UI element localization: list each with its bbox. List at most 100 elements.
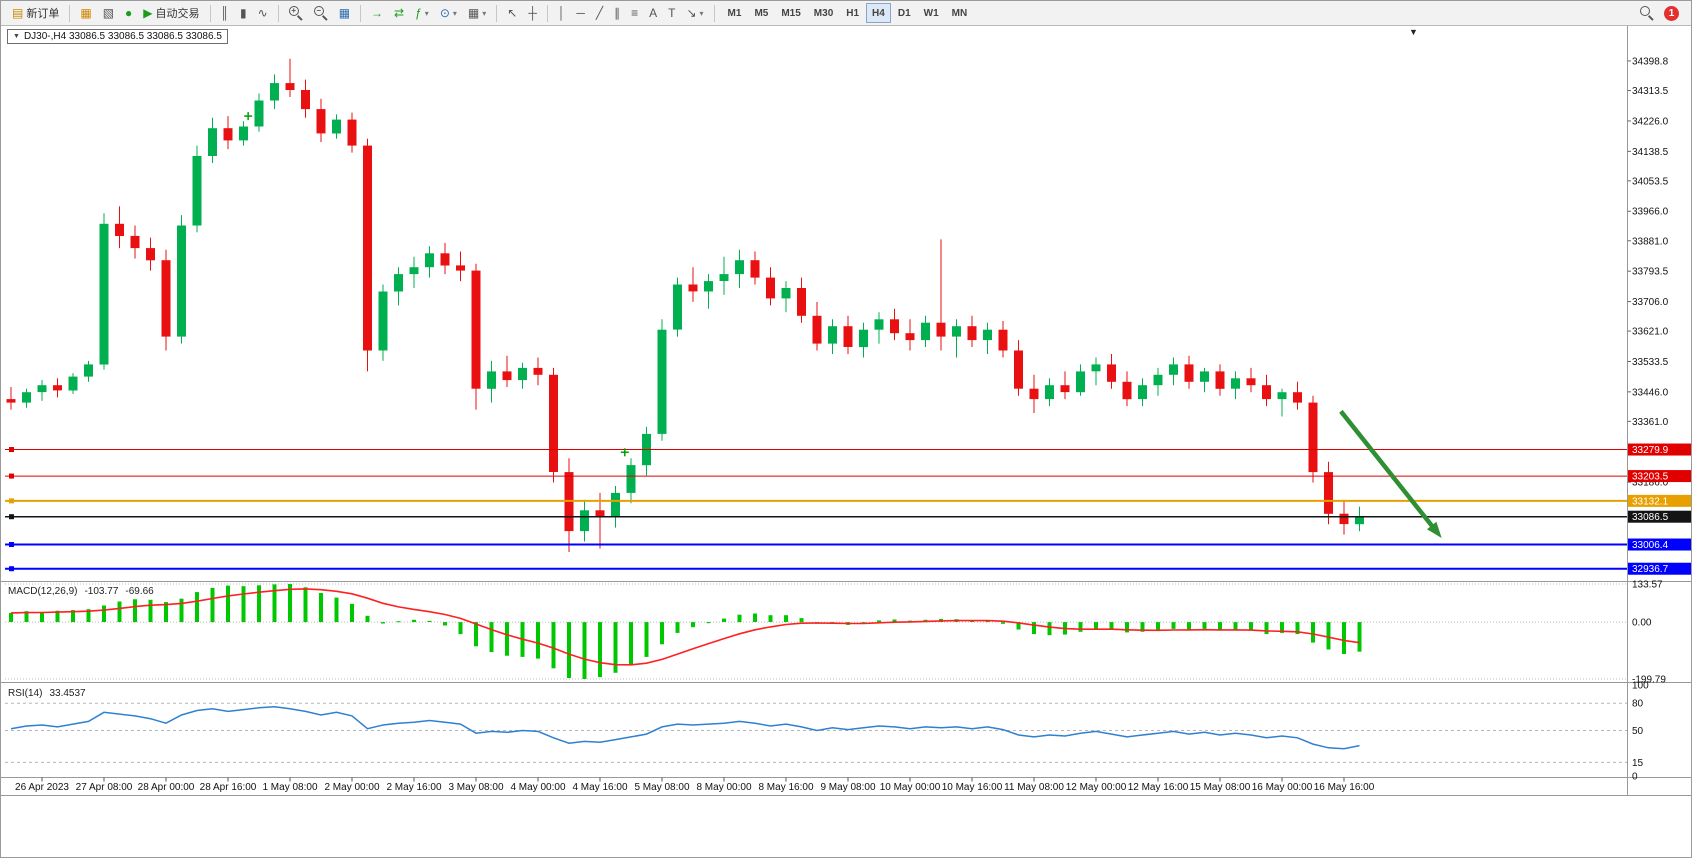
macd-bar xyxy=(133,599,137,623)
macd-bar xyxy=(148,599,153,622)
candle-body xyxy=(471,270,481,389)
chart-dropdown-icon[interactable]: ▼ xyxy=(13,33,20,40)
auto-scroll-button[interactable]: → xyxy=(366,3,388,23)
macd-bar xyxy=(9,612,13,622)
crosshair-button[interactable]: ┼ xyxy=(523,3,542,23)
chart-title-tab[interactable]: ▼ DJ30-,H4 33086.5 33086.5 33086.5 33086… xyxy=(7,29,228,44)
svg-text:15 May 08:00: 15 May 08:00 xyxy=(1190,782,1251,793)
candle-body xyxy=(68,376,78,391)
cursor-button[interactable]: ↖ xyxy=(502,3,522,23)
svg-text:26 Apr 2023: 26 Apr 2023 xyxy=(15,782,69,793)
new-order-button[interactable]: ▤ 新订单 xyxy=(7,3,64,23)
macd-bar xyxy=(1202,622,1207,629)
svg-text:0.00: 0.00 xyxy=(1632,618,1652,629)
indicators-button[interactable]: ƒ ▾ xyxy=(410,3,434,23)
svg-text:33881.0: 33881.0 xyxy=(1632,236,1669,247)
line-anchor-handle[interactable] xyxy=(9,473,14,479)
timeframe-m1-button[interactable]: M1 xyxy=(722,3,748,23)
chart-shift-button[interactable]: ⇄ xyxy=(389,3,409,23)
label-tool-button[interactable]: T xyxy=(663,3,680,23)
candle-body xyxy=(828,326,837,344)
svg-text:100: 100 xyxy=(1632,681,1649,692)
candle-body xyxy=(301,90,310,110)
macd-bar xyxy=(272,584,277,622)
timeframe-m5-button[interactable]: M5 xyxy=(748,3,774,23)
text-tool-button[interactable]: A xyxy=(644,3,662,23)
toolbar: ▤ 新订单 ▦ ▧ ● ▶ 自动交易 ║ ▮ ∿ + − ▦ → ⇄ ƒ ▾ ⊙ ▾… xyxy=(1,1,1691,26)
horizontal-lines[interactable]: 33279.9 33203.5 33132.1 33086.5 33006.4 32936… xyxy=(5,443,1692,576)
line-anchor-handle[interactable] xyxy=(9,447,14,453)
line-anchor-handle[interactable] xyxy=(9,498,14,504)
timeframe-mn-button[interactable]: MN xyxy=(946,3,974,23)
fibonacci-button[interactable]: ≡ xyxy=(626,3,643,23)
bar-chart-icon: ║ xyxy=(220,6,230,20)
price-axis[interactable]: 34398.8 34313.5 34226.0 34138.5 34053.5 33966… xyxy=(1627,56,1669,489)
candle-body xyxy=(1215,371,1225,389)
timeframe-m15-button[interactable]: M15 xyxy=(775,3,806,23)
text-tool-icon: A xyxy=(649,6,658,20)
candle-body xyxy=(394,274,403,292)
candle-body xyxy=(1107,364,1116,382)
candle-body xyxy=(998,329,1008,351)
time-axis[interactable]: 26 Apr 2023 27 Apr 08:00 28 Apr 00:00 28 Ap… xyxy=(15,777,1375,794)
channel-button[interactable]: ∥ xyxy=(609,3,625,23)
timeframe-w1-button[interactable]: W1 xyxy=(918,3,945,23)
candle-body xyxy=(177,225,186,337)
period-button[interactable]: ⊙ ▾ xyxy=(435,3,462,23)
notification-badge[interactable]: 1 xyxy=(1664,5,1679,21)
price-line-badge xyxy=(1628,562,1691,575)
trendline-button[interactable]: ╱ xyxy=(591,3,608,23)
horizontal-line-button[interactable]: ─ xyxy=(571,3,590,23)
toolbar-separator xyxy=(277,4,279,22)
candle-body xyxy=(781,288,791,299)
macd-bar xyxy=(582,622,587,679)
line-anchor-handle[interactable] xyxy=(9,514,14,520)
search-button[interactable] xyxy=(1635,3,1659,23)
arrows-tool-button[interactable]: ↘ ▾ xyxy=(681,3,708,23)
new-chart-button[interactable]: ▦ ▾ xyxy=(463,3,491,23)
candle-body xyxy=(53,385,62,391)
candle-body xyxy=(533,367,543,375)
macd-bar xyxy=(1280,622,1284,633)
vertical-line-button[interactable]: │ xyxy=(553,3,571,23)
timeframe-h4-button[interactable]: H4 xyxy=(866,3,891,23)
rsi-line xyxy=(10,706,1360,750)
macd-bar xyxy=(257,585,261,623)
timeframe-m30-button[interactable]: M30 xyxy=(808,3,839,23)
line-anchor-handle[interactable] xyxy=(9,542,14,548)
chevron-down-icon: ▾ xyxy=(424,8,429,18)
svg-text:33186.0: 33186.0 xyxy=(1632,478,1669,489)
zoom-out-button[interactable]: − xyxy=(309,3,333,23)
candle-body xyxy=(487,371,496,389)
charts-button[interactable]: ▦ xyxy=(75,3,96,23)
candle-body xyxy=(254,100,264,127)
algo-trading-button[interactable]: ▶ 自动交易 xyxy=(138,3,204,23)
candle-body xyxy=(37,385,47,393)
macd-bar xyxy=(396,621,401,623)
candle-body xyxy=(626,465,636,493)
timeframe-d1-button[interactable]: D1 xyxy=(892,3,917,23)
market-watch-button[interactable]: ● xyxy=(120,3,137,23)
macd-bar xyxy=(1295,622,1300,635)
line-anchor-handle[interactable] xyxy=(9,566,14,572)
price-line-badge xyxy=(1628,470,1691,483)
candle-chart-button[interactable]: ▮ xyxy=(235,3,252,23)
bar-chart-button[interactable]: ║ xyxy=(216,3,235,23)
toolbar-separator xyxy=(496,4,498,22)
candle-body xyxy=(363,145,372,351)
macd-bar xyxy=(1156,622,1160,631)
macd-bar xyxy=(55,610,60,623)
macd-bar xyxy=(722,618,726,622)
annotation-arrow[interactable] xyxy=(1339,409,1442,539)
indicators-icon: ƒ xyxy=(415,6,422,20)
profiles-button[interactable]: ▧ xyxy=(98,3,119,23)
svg-text:33446.0: 33446.0 xyxy=(1632,387,1669,398)
scroll-to-end-icon[interactable]: ▼ xyxy=(1409,27,1418,37)
timeframe-h1-button[interactable]: H1 xyxy=(840,3,865,23)
line-chart-button[interactable]: ∿ xyxy=(253,3,273,23)
zoom-in-button[interactable]: + xyxy=(284,3,308,23)
tile-windows-button[interactable]: ▦ xyxy=(334,3,355,23)
svg-text:32936.7: 32936.7 xyxy=(1632,564,1669,575)
algo-trading-label: 自动交易 xyxy=(155,8,200,20)
